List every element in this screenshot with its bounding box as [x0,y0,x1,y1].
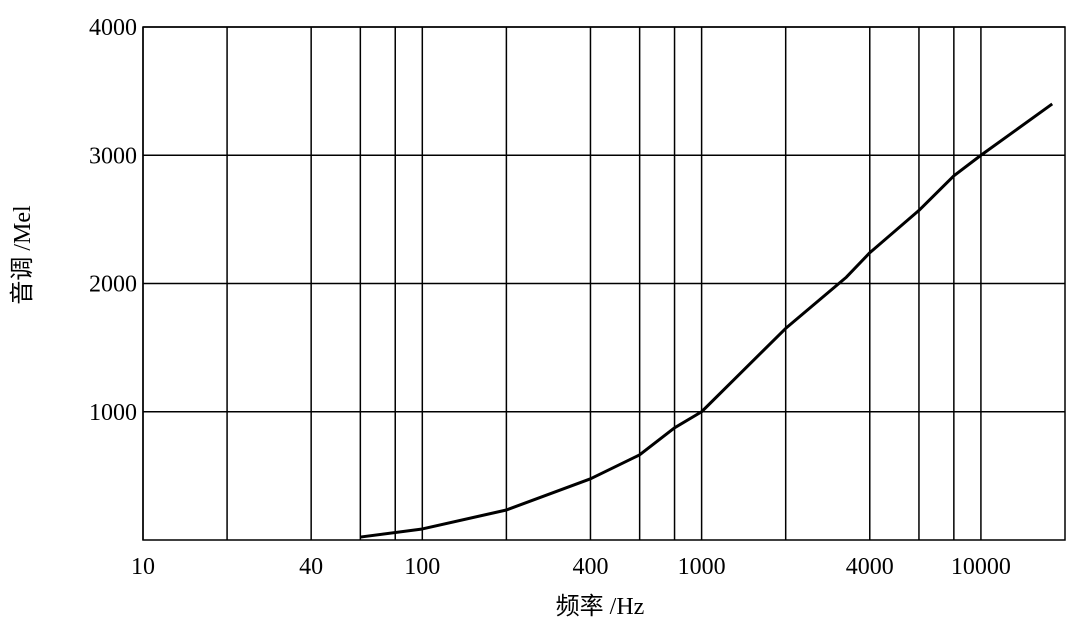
y-tick-label: 2000 [89,272,137,298]
x-tick-label: 1000 [678,554,726,580]
y-tick-label: 3000 [89,143,137,169]
y-axis-label: 音调 /Mel [9,205,36,305]
data-line [360,102,1054,539]
y-tick-label: 4000 [89,15,137,41]
x-tick-label: 4000 [846,554,894,580]
x-tick-label: 10000 [951,554,1011,580]
y-tick-label: 1000 [89,400,137,426]
x-tick-label: 400 [572,554,608,580]
x-tick-label: 40 [299,554,323,580]
x-tick-label: 10 [131,554,155,580]
x-tick-label: 100 [404,554,440,580]
x-axis-label: 频率 /Hz [556,593,645,620]
